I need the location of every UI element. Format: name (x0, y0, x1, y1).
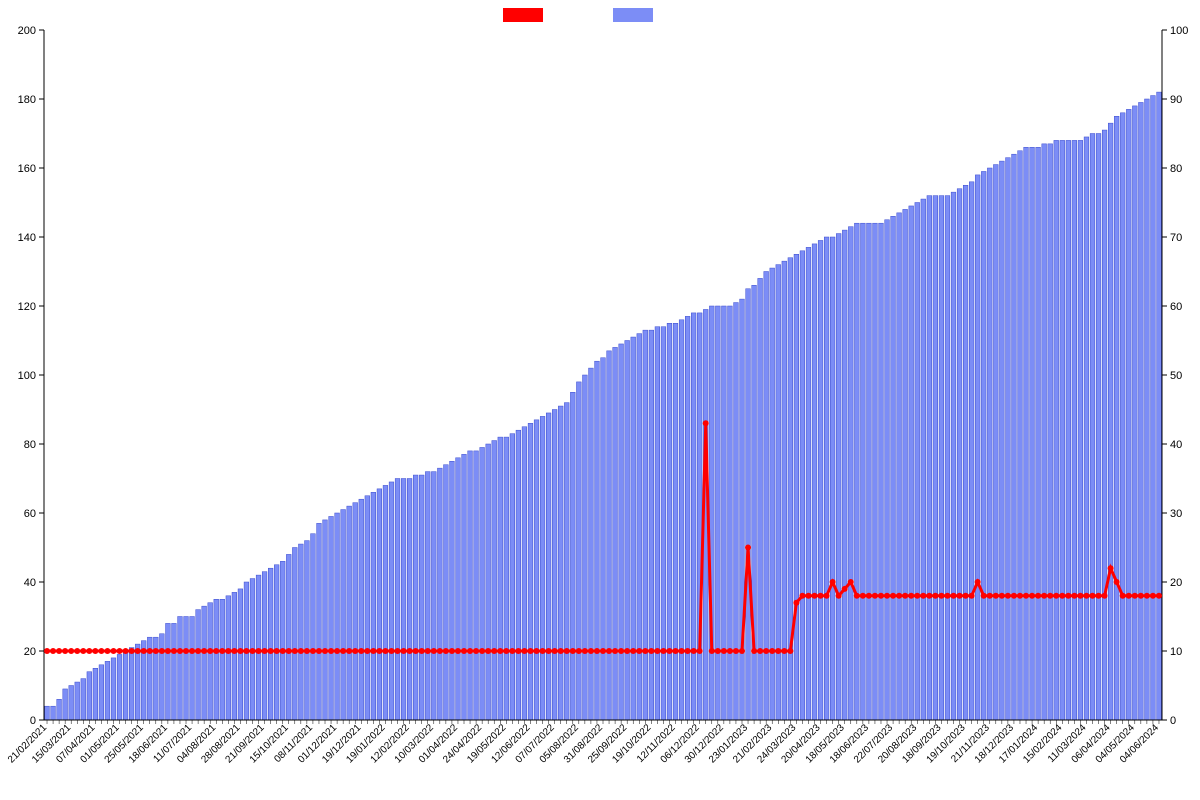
bar-series (45, 92, 1162, 720)
combo-chart: 0 20 40 60 80 100 120 140 160 180 200 0 10 20 30 40 50 60… (0, 0, 1200, 800)
svg-text:80: 80 (1170, 163, 1182, 175)
svg-text:0: 0 (1170, 715, 1176, 727)
svg-text:20: 20 (1170, 577, 1182, 589)
svg-text:120: 120 (18, 301, 36, 313)
svg-text:60: 60 (24, 508, 36, 520)
svg-text:40: 40 (24, 577, 36, 589)
svg-text:70: 70 (1170, 232, 1182, 244)
svg-text:100: 100 (1170, 25, 1188, 37)
svg-text:160: 160 (18, 163, 36, 175)
chart-container: 0 20 40 60 80 100 120 140 160 180 200 0 10 20 30 40 50 60… (0, 0, 1200, 800)
svg-text:140: 140 (18, 232, 36, 244)
svg-text:30: 30 (1170, 508, 1182, 520)
svg-text:50: 50 (1170, 370, 1182, 382)
svg-text:90: 90 (1170, 94, 1182, 106)
svg-text:10: 10 (1170, 646, 1182, 658)
svg-text:0: 0 (30, 715, 36, 727)
svg-text:60: 60 (1170, 301, 1182, 313)
svg-text:80: 80 (24, 439, 36, 451)
svg-text:20: 20 (24, 646, 36, 658)
svg-text:180: 180 (18, 94, 36, 106)
svg-text:40: 40 (1170, 439, 1182, 451)
legend (503, 8, 653, 22)
svg-text:100: 100 (18, 370, 36, 382)
svg-text:200: 200 (18, 25, 36, 37)
